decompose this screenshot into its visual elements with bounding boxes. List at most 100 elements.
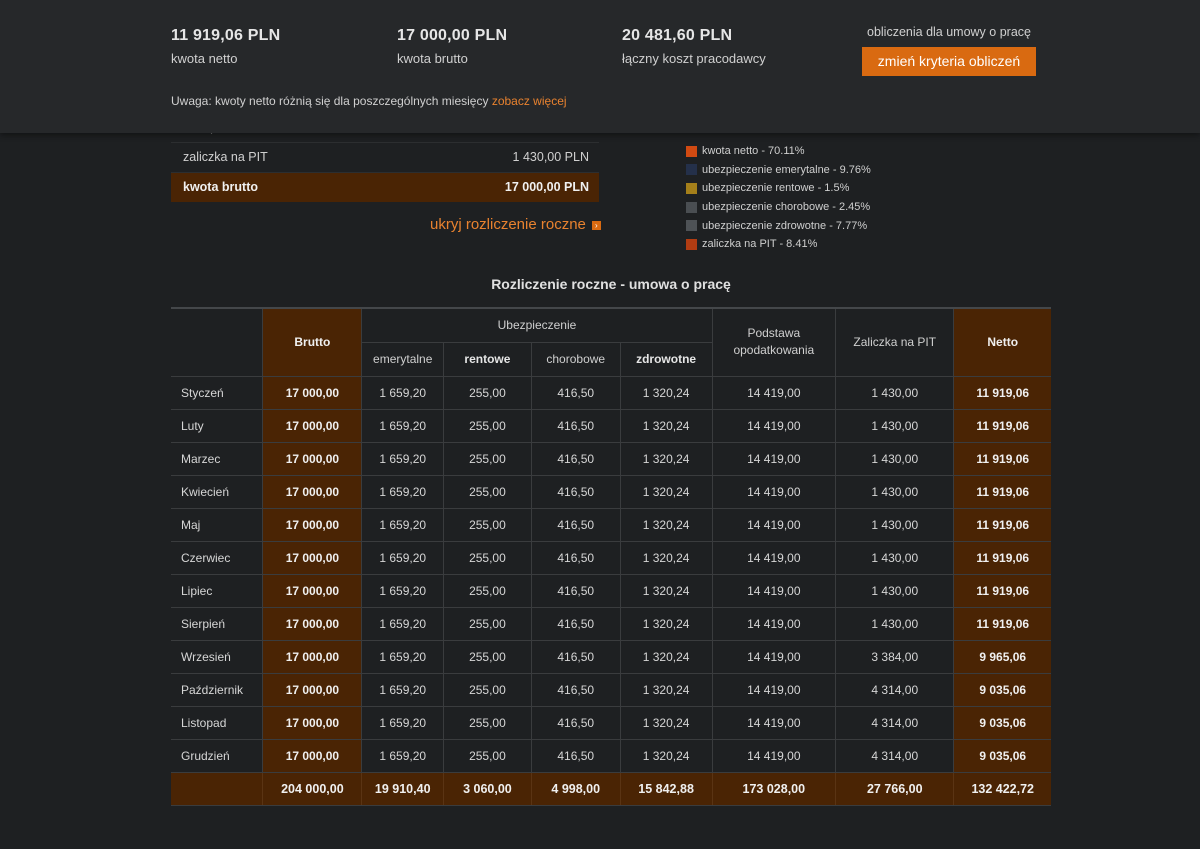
cell-chorobowe: 416,50 (531, 409, 621, 443)
cell-pit: 1 430,00 (835, 376, 955, 410)
header-chorobowe: chorobowe (531, 342, 621, 377)
cell-brutto: 17 000,00 (262, 574, 363, 608)
cell-pit: 4 314,00 (835, 706, 955, 740)
cell-emerytalne: 1 659,20 (361, 706, 445, 740)
summary-brutto-label: kwota brutto (183, 180, 258, 194)
summary-row-value: 1 430,00 PLN (512, 150, 589, 164)
total-chorobowe: 4 998,00 (531, 772, 621, 806)
cell-podstawa: 14 419,00 (712, 607, 837, 641)
cell-rentowe: 255,00 (443, 409, 532, 443)
cell-rentowe: 255,00 (443, 376, 532, 410)
cell-zdrowotne: 1 320,24 (620, 376, 713, 410)
table-row: Sierpień 17 000,00 1 659,20 255,00 416,50 1 3… (171, 607, 1051, 641)
see-more-link[interactable]: zobacz więcej (491, 94, 567, 108)
table-row: Czerwiec 17 000,00 1 659,20 255,00 416,50 1 3… (171, 541, 1051, 575)
stat-employer-cost: 20 481,60 PLN łączny koszt pracodawcy (622, 27, 766, 66)
header-pit: Zaliczka na PIT (835, 307, 955, 377)
cell-podstawa: 14 419,00 (712, 541, 837, 575)
legend-item: ubezpieczenie zdrowotne - 7.77% (686, 216, 871, 235)
table-row: Lipiec 17 000,00 1 659,20 255,00 416,50 1 320… (171, 574, 1051, 608)
summary-table: ubezpieczenie zdrowotne 1 320,24 PLN zal… (171, 113, 599, 202)
cell-netto: 11 919,06 (953, 508, 1051, 542)
header-netto: Netto (953, 307, 1051, 377)
cell-chorobowe: 416,50 (531, 376, 621, 410)
header-month (171, 307, 264, 377)
cell-rentowe: 255,00 (443, 640, 532, 674)
cell-brutto: 17 000,00 (262, 607, 363, 641)
cell-netto: 9 035,06 (953, 706, 1051, 740)
cell-zdrowotne: 1 320,24 (620, 640, 713, 674)
cell-rentowe: 255,00 (443, 442, 532, 476)
cell-podstawa: 14 419,00 (712, 508, 837, 542)
stat-gross-label: kwota brutto (397, 51, 468, 66)
cell-rentowe: 255,00 (443, 706, 532, 740)
cell-netto: 9 035,06 (953, 673, 1051, 707)
legend-swatch (686, 201, 697, 213)
cell-zdrowotne: 1 320,24 (620, 574, 713, 608)
change-criteria-button[interactable]: zmień kryteria obliczeń (862, 47, 1036, 76)
summary-brutto-value: 17 000,00 PLN (504, 180, 589, 194)
cell-pit: 1 430,00 (835, 475, 955, 509)
legend-item: ubezpieczenie chorobowe - 2.45% (686, 198, 871, 217)
cell-pit: 3 384,00 (835, 640, 955, 674)
cell-zdrowotne: 1 320,24 (620, 409, 713, 443)
cell-month: Styczeń (171, 376, 264, 410)
hide-annual-link[interactable]: ukryj rozliczenie roczne › (430, 216, 601, 233)
total-brutto: 204 000,00 (262, 772, 363, 806)
cell-emerytalne: 1 659,20 (361, 475, 445, 509)
cell-netto: 9 035,06 (953, 739, 1051, 773)
cell-netto: 11 919,06 (953, 442, 1051, 476)
cell-netto: 11 919,06 (953, 376, 1051, 410)
annual-table-title: Rozliczenie roczne - umowa o pracę (491, 276, 731, 292)
cell-month: Kwiecień (171, 475, 264, 509)
cell-netto: 11 919,06 (953, 574, 1051, 608)
cell-month: Wrzesień (171, 640, 264, 674)
legend-item: zaliczka na PIT - 8.41% (686, 235, 871, 254)
cell-emerytalne: 1 659,20 (361, 607, 445, 641)
cell-month: Sierpień (171, 607, 264, 641)
cell-month: Lipiec (171, 574, 264, 608)
summary-row: zaliczka na PIT 1 430,00 PLN (171, 143, 599, 173)
cell-chorobowe: 416,50 (531, 508, 621, 542)
totals-label (171, 772, 264, 806)
cell-chorobowe: 416,50 (531, 475, 621, 509)
cell-pit: 1 430,00 (835, 574, 955, 608)
legend-item: ubezpieczenie emerytalne - 9.76% (686, 161, 871, 180)
legend-swatch (686, 220, 697, 232)
cell-brutto: 17 000,00 (262, 706, 363, 740)
cell-emerytalne: 1 659,20 (361, 541, 445, 575)
cell-chorobowe: 416,50 (531, 706, 621, 740)
legend-item: kwota netto - 70.11% (686, 142, 871, 161)
legend-swatch (686, 182, 697, 194)
legend-label: ubezpieczenie rentowe - 1.5% (702, 182, 850, 195)
cell-rentowe: 255,00 (443, 508, 532, 542)
cell-brutto: 17 000,00 (262, 409, 363, 443)
cell-netto: 11 919,06 (953, 607, 1051, 641)
cell-month: Listopad (171, 706, 264, 740)
cell-podstawa: 14 419,00 (712, 673, 837, 707)
cell-pit: 4 314,00 (835, 673, 955, 707)
cell-emerytalne: 1 659,20 (361, 574, 445, 608)
legend-label: ubezpieczenie emerytalne - 9.76% (702, 163, 871, 176)
cell-netto: 9 965,06 (953, 640, 1051, 674)
cell-brutto: 17 000,00 (262, 739, 363, 773)
cell-podstawa: 14 419,00 (712, 409, 837, 443)
legend-label: kwota netto - 70.11% (702, 145, 805, 158)
table-row: Luty 17 000,00 1 659,20 255,00 416,50 1 320,2… (171, 409, 1051, 443)
cell-zdrowotne: 1 320,24 (620, 706, 713, 740)
cell-brutto: 17 000,00 (262, 541, 363, 575)
cell-brutto: 17 000,00 (262, 376, 363, 410)
cell-emerytalne: 1 659,20 (361, 640, 445, 674)
cell-month: Maj (171, 508, 264, 542)
legend-swatch (686, 164, 697, 176)
cell-pit: 1 430,00 (835, 442, 955, 476)
results-header: 11 919,06 PLN kwota netto 17 000,00 PLN … (0, 0, 1200, 133)
legend-item: ubezpieczenie rentowe - 1.5% (686, 179, 871, 198)
table-row: Listopad 17 000,00 1 659,20 255,00 416,50 1 3… (171, 706, 1051, 740)
cell-pit: 1 430,00 (835, 508, 955, 542)
criteria-box: obliczenia dla umowy o pracę zmień kryte… (862, 25, 1036, 76)
table-row: Październik 17 000,00 1 659,20 255,00 416,50… (171, 673, 1051, 707)
legend-swatch (686, 238, 697, 250)
cell-podstawa: 14 419,00 (712, 442, 837, 476)
stat-employer-cost-label: łączny koszt pracodawcy (622, 51, 766, 66)
